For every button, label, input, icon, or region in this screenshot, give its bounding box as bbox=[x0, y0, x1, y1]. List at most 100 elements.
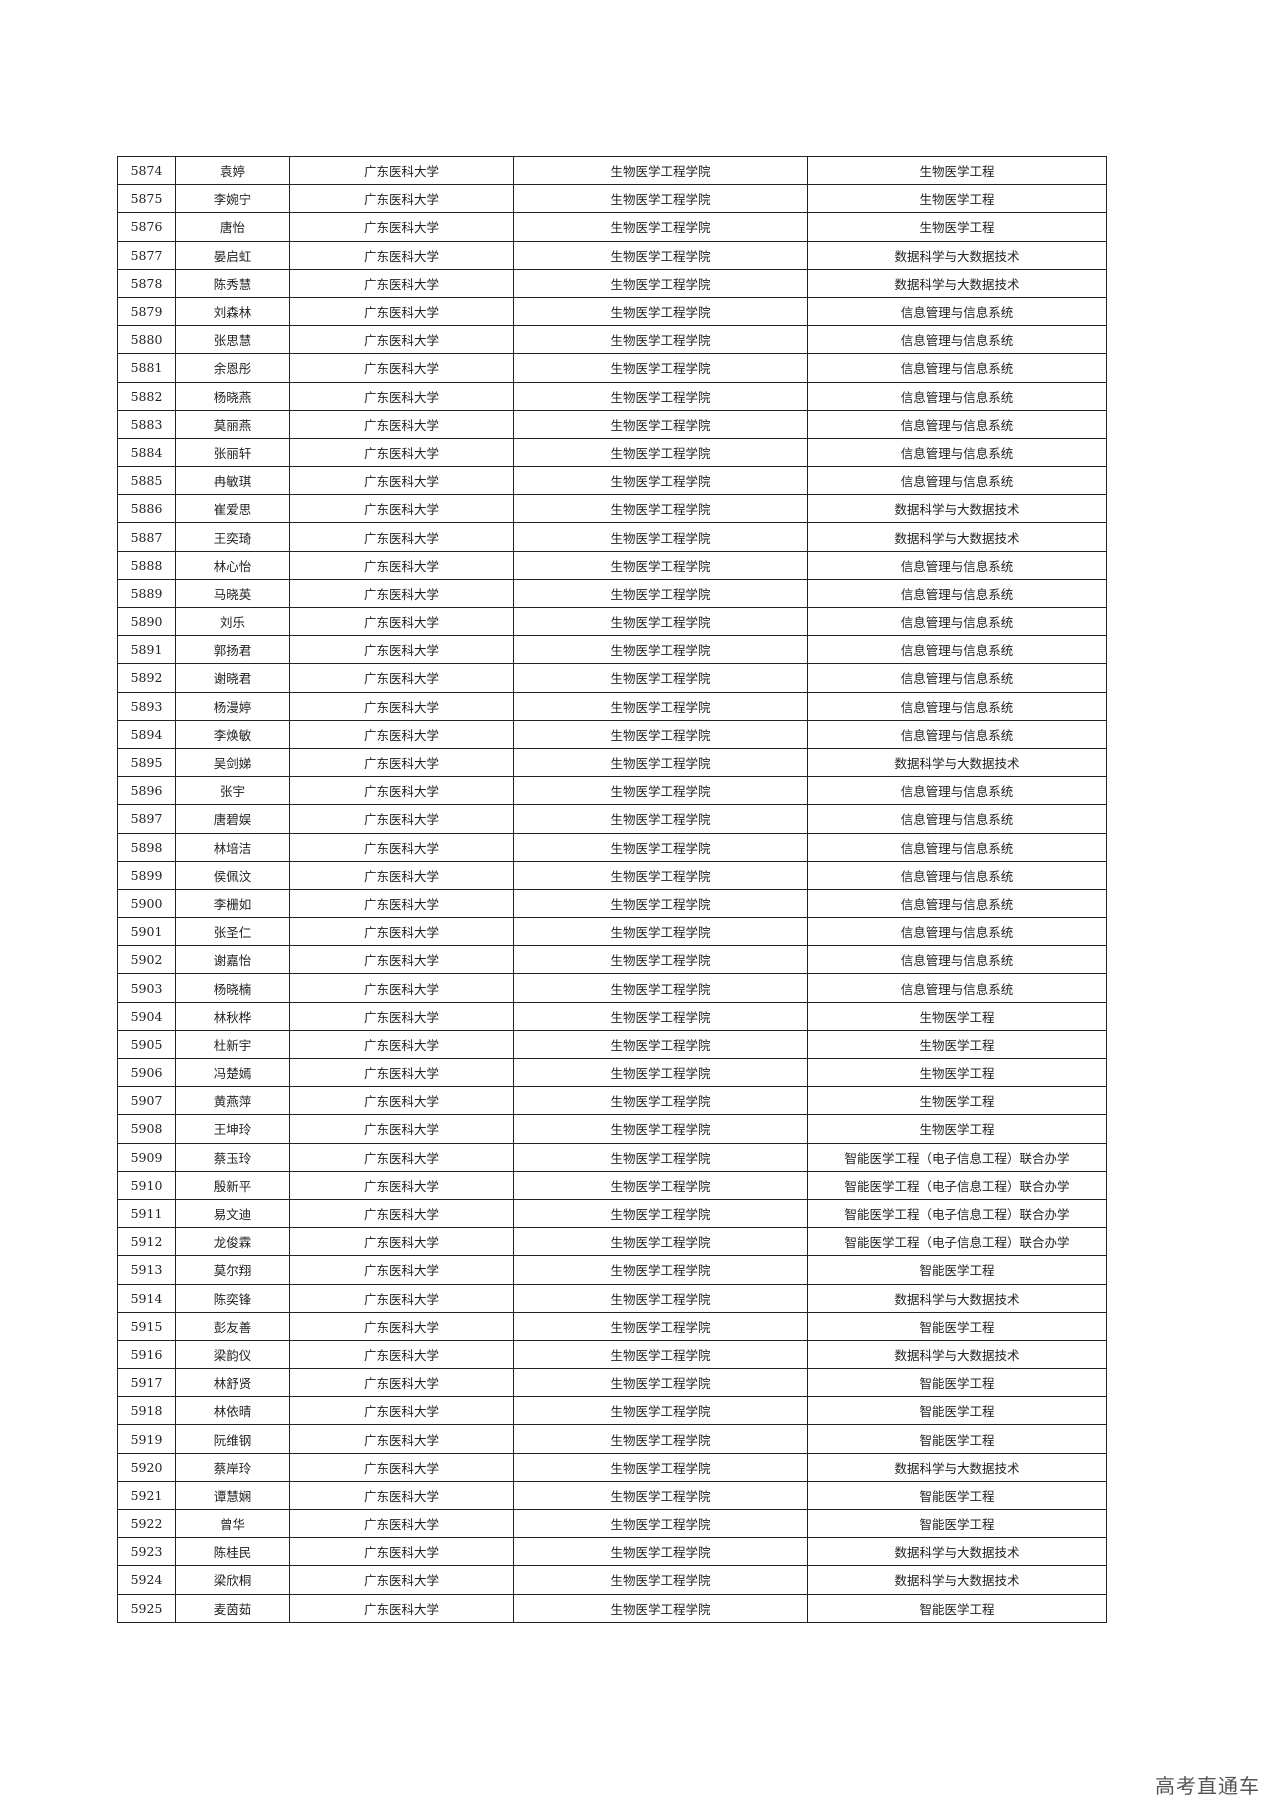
major-cell: 生物医学工程 bbox=[807, 212, 1107, 242]
student-name-cell: 梁韵仪 bbox=[175, 1339, 290, 1370]
table-row: 5916 梁韵仪 广东医科大学 生物医学工程学院 数据科学与大数据技术 bbox=[117, 1339, 1107, 1370]
table-row: 5882 杨晓燕 广东医科大学 生物医学工程学院 信息管理与信息系统 bbox=[117, 381, 1107, 411]
major-cell: 数据科学与大数据技术 bbox=[807, 1452, 1107, 1482]
student-name-cell: 杨晓燕 bbox=[175, 381, 290, 411]
major-cell: 信息管理与信息系统 bbox=[807, 917, 1107, 947]
student-name-cell: 郭扬君 bbox=[175, 635, 290, 665]
major-cell: 信息管理与信息系统 bbox=[807, 578, 1107, 609]
university-cell: 广东医科大学 bbox=[289, 1170, 514, 1200]
table-row: 5914 陈奕锋 广东医科大学 生物医学工程学院 数据科学与大数据技术 bbox=[117, 1283, 1107, 1313]
university-cell: 广东医科大学 bbox=[289, 635, 514, 665]
major-cell: 信息管理与信息系统 bbox=[807, 325, 1107, 355]
student-name-cell: 曾华 bbox=[175, 1508, 290, 1539]
table-row: 5915 彭友善 广东医科大学 生物医学工程学院 智能医学工程 bbox=[117, 1311, 1107, 1341]
university-cell: 广东医科大学 bbox=[289, 888, 514, 919]
university-cell: 广东医科大学 bbox=[289, 437, 514, 468]
table-row: 5879 刘森林 广东医科大学 生物医学工程学院 信息管理与信息系统 bbox=[117, 296, 1107, 327]
school-cell: 生物医学工程学院 bbox=[513, 1227, 808, 1257]
student-name-cell: 谢晓君 bbox=[175, 663, 290, 693]
student-name-cell: 李焕敏 bbox=[175, 719, 290, 749]
school-cell: 生物医学工程学院 bbox=[513, 1170, 808, 1200]
admission-list-table: 5874 袁婷 广东医科大学 生物医学工程学院 生物医学工程 5875 李婉宁 广东医科大学生… bbox=[117, 155, 1107, 1623]
university-cell: 广东医科大学 bbox=[289, 268, 514, 298]
major-cell: 数据科学与大数据技术 bbox=[807, 1339, 1107, 1370]
school-cell: 生物医学工程学院 bbox=[513, 719, 808, 749]
table-row: 5902 谢嘉怡 广东医科大学 生物医学工程学院 信息管理与信息系统 bbox=[117, 945, 1107, 975]
major-cell: 信息管理与信息系统 bbox=[807, 606, 1107, 637]
serial-number-cell: 5910 bbox=[117, 1170, 176, 1200]
school-cell: 生物医学工程学院 bbox=[513, 1001, 808, 1031]
school-cell: 生物医学工程学院 bbox=[513, 381, 808, 411]
school-cell: 生物医学工程学院 bbox=[513, 804, 808, 834]
serial-number-cell: 5925 bbox=[117, 1593, 176, 1623]
table-row: 5924 梁欣桐 广东医科大学 生物医学工程学院 数据科学与大数据技术 bbox=[117, 1565, 1107, 1595]
student-name-cell: 麦茵茹 bbox=[175, 1593, 290, 1623]
serial-number-cell: 5877 bbox=[117, 240, 176, 270]
school-cell: 生物医学工程学院 bbox=[513, 1086, 808, 1116]
table-row: 5913 莫尔翔 广东医科大学 生物医学工程学院 智能医学工程 bbox=[117, 1255, 1107, 1285]
university-cell: 广东医科大学 bbox=[289, 804, 514, 834]
school-cell: 生物医学工程学院 bbox=[513, 1311, 808, 1341]
student-name-cell: 林秋桦 bbox=[175, 1001, 290, 1031]
table-row: 5877 晏启虹 广东医科大学 生物医学工程学院 数据科学与大数据技术 bbox=[117, 240, 1107, 270]
university-cell: 广东医科大学 bbox=[289, 917, 514, 947]
student-name-cell: 杨晓楠 bbox=[175, 973, 290, 1003]
university-cell: 广东医科大学 bbox=[289, 550, 514, 580]
table-row: 5905 杜新宇 广东医科大学 生物医学工程学院 生物医学工程 bbox=[117, 1029, 1107, 1060]
school-cell: 生物医学工程学院 bbox=[513, 1029, 808, 1060]
university-cell: 广东医科大学 bbox=[289, 381, 514, 411]
serial-number-cell: 5883 bbox=[117, 409, 176, 439]
school-cell: 生物医学工程学院 bbox=[513, 1480, 808, 1511]
university-cell: 广东医科大学 bbox=[289, 1396, 514, 1426]
major-cell: 数据科学与大数据技术 bbox=[807, 1565, 1107, 1595]
serial-number-cell: 5896 bbox=[117, 776, 176, 806]
student-name-cell: 杨漫婷 bbox=[175, 691, 290, 721]
serial-number-cell: 5888 bbox=[117, 550, 176, 580]
student-name-cell: 崔爱思 bbox=[175, 494, 290, 524]
student-name-cell: 王坤玲 bbox=[175, 1114, 290, 1144]
major-cell: 数据科学与大数据技术 bbox=[807, 268, 1107, 298]
university-cell: 广东医科大学 bbox=[289, 1452, 514, 1482]
student-name-cell: 张丽轩 bbox=[175, 437, 290, 468]
school-cell: 生物医学工程学院 bbox=[513, 747, 808, 778]
major-cell: 智能医学工程 bbox=[807, 1480, 1107, 1511]
table-row: 5886 崔爱思 广东医科大学 生物医学工程学院 数据科学与大数据技术 bbox=[117, 494, 1107, 524]
table-row: 5881 余恩彤 广东医科大学 生物医学工程学院 信息管理与信息系统 bbox=[117, 353, 1107, 383]
serial-number-cell: 5874 bbox=[117, 155, 176, 186]
student-name-cell: 马晓英 bbox=[175, 578, 290, 609]
serial-number-cell: 5897 bbox=[117, 804, 176, 834]
major-cell: 生物医学工程 bbox=[807, 1057, 1107, 1088]
student-name-cell: 黄燕萍 bbox=[175, 1086, 290, 1116]
major-cell: 智能医学工程 bbox=[807, 1424, 1107, 1454]
table-row: 5890 刘乐 广东医科大学 生物医学工程学院 信息管理与信息系统 bbox=[117, 606, 1107, 637]
table-row: 5903 杨晓楠 广东医科大学 生物医学工程学院 信息管理与信息系统 bbox=[117, 973, 1107, 1003]
serial-number-cell: 5904 bbox=[117, 1001, 176, 1031]
major-cell: 数据科学与大数据技术 bbox=[807, 747, 1107, 778]
university-cell: 广东医科大学 bbox=[289, 1057, 514, 1088]
university-cell: 广东医科大学 bbox=[289, 691, 514, 721]
serial-number-cell: 5917 bbox=[117, 1368, 176, 1398]
serial-number-cell: 5909 bbox=[117, 1142, 176, 1172]
major-cell: 智能医学工程 bbox=[807, 1255, 1107, 1285]
table-row: 5893 杨漫婷 广东医科大学 生物医学工程学院 信息管理与信息系统 bbox=[117, 691, 1107, 721]
student-name-cell: 莫丽燕 bbox=[175, 409, 290, 439]
school-cell: 生物医学工程学院 bbox=[513, 240, 808, 270]
table-row: 5909 蔡玉玲 广东医科大学 生物医学工程学院 智能医学工程（电子信息工程）联合办学 bbox=[117, 1142, 1107, 1172]
major-cell: 智能医学工程（电子信息工程）联合办学 bbox=[807, 1170, 1107, 1200]
serial-number-cell: 5916 bbox=[117, 1339, 176, 1370]
university-cell: 广东医科大学 bbox=[289, 1283, 514, 1313]
university-cell: 广东医科大学 bbox=[289, 296, 514, 327]
university-cell: 广东医科大学 bbox=[289, 1565, 514, 1595]
university-cell: 广东医科大学 bbox=[289, 832, 514, 862]
table-row: 5918 林依晴 广东医科大学 生物医学工程学院 智能医学工程 bbox=[117, 1396, 1107, 1426]
university-cell: 广东医科大学 bbox=[289, 1311, 514, 1341]
table-row: 5874 袁婷 广东医科大学 生物医学工程学院 生物医学工程 bbox=[117, 155, 1107, 186]
table-body: 5874 袁婷 广东医科大学 生物医学工程学院 生物医学工程 5875 李婉宁 广东医科大学生… bbox=[117, 155, 1107, 1623]
university-cell: 广东医科大学 bbox=[289, 1114, 514, 1144]
school-cell: 生物医学工程学院 bbox=[513, 888, 808, 919]
table-row: 5911 易文迪 广东医科大学 生物医学工程学院 智能医学工程（电子信息工程）联合办学 bbox=[117, 1198, 1107, 1229]
serial-number-cell: 5914 bbox=[117, 1283, 176, 1313]
university-cell: 广东医科大学 bbox=[289, 945, 514, 975]
student-name-cell: 张圣仁 bbox=[175, 917, 290, 947]
major-cell: 信息管理与信息系统 bbox=[807, 719, 1107, 749]
